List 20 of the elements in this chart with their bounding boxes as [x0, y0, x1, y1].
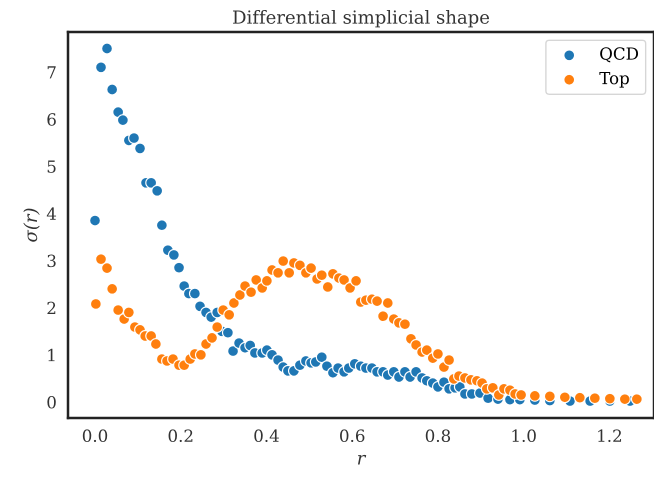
y-tick-label: 6 — [47, 113, 56, 126]
x-tick-label: 0.2 — [168, 429, 192, 442]
y-tick-label: 0 — [47, 396, 56, 409]
legend-label: QCD — [600, 47, 638, 62]
y-tick-label: 7 — [48, 66, 56, 78]
y-tick-label: 2 — [47, 302, 56, 314]
x-tick-label: 0.6 — [340, 429, 364, 442]
x-tick-label: 0.8 — [426, 429, 450, 442]
x-tick-label: 1.2 — [598, 429, 622, 442]
x-tick-label: 1.0 — [512, 429, 536, 442]
legend-label: Top — [599, 72, 629, 88]
y-tick-label: 5 — [48, 160, 56, 173]
x-tick-label: 0.0 — [82, 429, 108, 442]
y-tick-label: 4 — [46, 207, 56, 220]
x-axis-title: r — [358, 454, 366, 465]
chart-title: Differential simplicial shape — [233, 10, 490, 28]
y-tick-label: 1 — [48, 348, 55, 362]
y-tick-label: 3 — [48, 254, 56, 268]
y-axis-title: σ(r) — [23, 208, 40, 242]
x-tick-label: 0.4 — [254, 429, 279, 442]
